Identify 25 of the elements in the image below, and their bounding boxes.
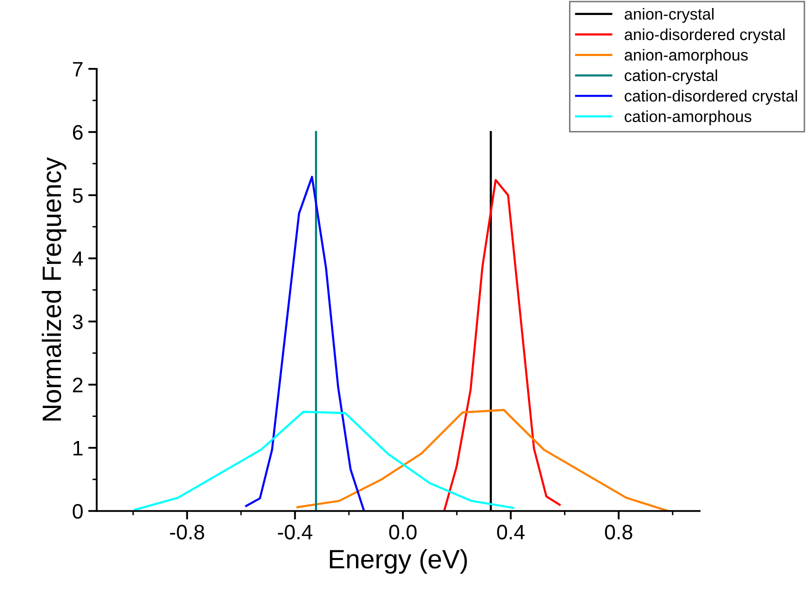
line-series bbox=[134, 410, 514, 511]
y-tick-label: 0 bbox=[72, 504, 83, 519]
y-tick-label: 1 bbox=[74, 441, 83, 456]
x-tick-label: 0.4 bbox=[497, 524, 525, 540]
x-tick-label: 0.8 bbox=[605, 524, 632, 540]
y-tick-label: 3 bbox=[72, 314, 83, 330]
y-axis-title: Normalized Frequency bbox=[42, 157, 66, 420]
x-axis-title: Energy (eV) bbox=[330, 549, 467, 574]
legend-label: cation-amorphous bbox=[624, 110, 752, 126]
y-tick-label: 6 bbox=[73, 125, 83, 140]
legend-label: anion-crystal bbox=[624, 8, 714, 23]
legend-label: anio-disordered crystal bbox=[624, 28, 785, 44]
y-tick-label: 4 bbox=[72, 252, 83, 266]
legend-label: anion-amorphous bbox=[624, 48, 748, 64]
line-series bbox=[245, 176, 366, 511]
y-tick-label: 2 bbox=[72, 378, 82, 392]
legend-label: cation-crystal bbox=[624, 69, 718, 84]
x-tick-label: -0.8 bbox=[170, 524, 204, 540]
y-tick-label: 5 bbox=[72, 188, 83, 203]
line-series bbox=[443, 178, 561, 511]
line-series bbox=[296, 408, 670, 511]
x-tick-label: -0.4 bbox=[278, 524, 312, 540]
legend-label: cation-disordered crystal bbox=[624, 90, 797, 105]
y-tick-label: 7 bbox=[73, 62, 82, 76]
x-tick-label: 0.0 bbox=[389, 524, 417, 540]
